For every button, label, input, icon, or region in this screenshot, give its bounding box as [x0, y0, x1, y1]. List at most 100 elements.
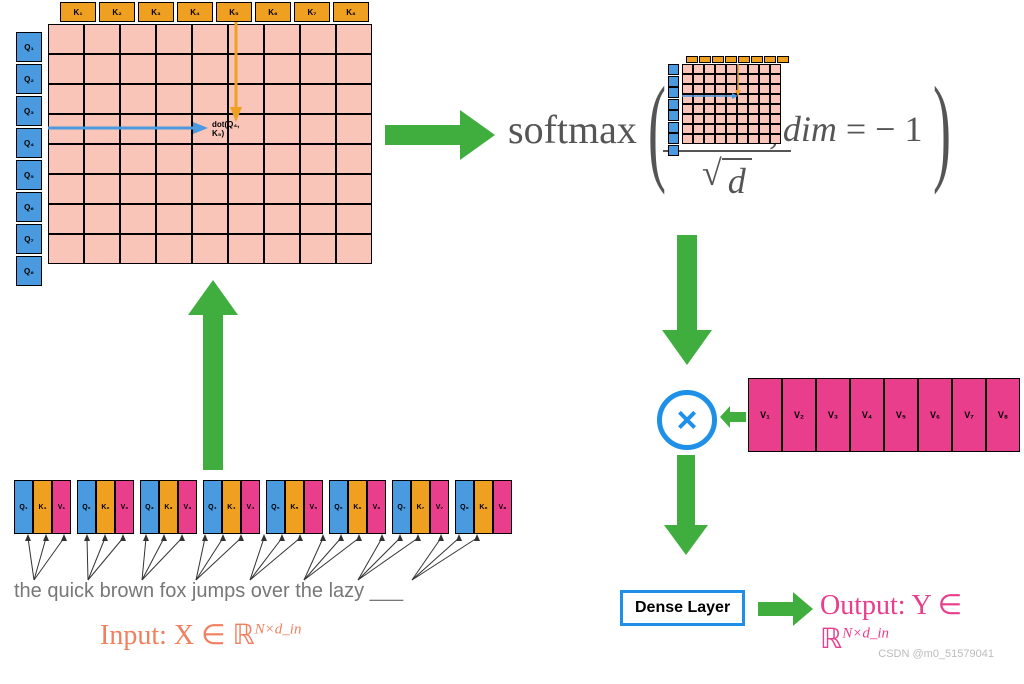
- q-side-cell: Q₁: [16, 32, 42, 62]
- grid-cell: [336, 24, 372, 54]
- v-cell: V₅: [884, 378, 918, 452]
- q-side-cell: Q₇: [16, 224, 42, 254]
- qkv-token: Q₅K₅V₅: [266, 480, 323, 534]
- output-label: Output: Y ∈ ℝN×d_in: [820, 588, 1024, 656]
- input-sentence: the quick brown fox jumps over the lazy …: [14, 580, 403, 603]
- v-cell: V₄: [850, 378, 884, 452]
- grid-cell: [48, 144, 84, 174]
- grid-cell: [192, 54, 228, 84]
- grid-cell: [300, 84, 336, 114]
- k-slice: K₁: [33, 480, 52, 534]
- grid-cell: [264, 84, 300, 114]
- arrow-softmax-down: [662, 235, 712, 365]
- k-header-cell: K₈: [333, 2, 369, 22]
- q-side-cell: Q₂: [16, 64, 42, 94]
- q-slice: Q₆: [329, 480, 348, 534]
- grid-cell: [300, 54, 336, 84]
- q-slice: Q₅: [266, 480, 285, 534]
- grid-cell: [48, 54, 84, 84]
- qkv-token: Q₃K₃V₃: [140, 480, 197, 534]
- grid-cell: [336, 204, 372, 234]
- v-slice: V₁: [52, 480, 71, 534]
- dense-label: Dense Layer: [635, 599, 730, 616]
- grid-cell: [264, 204, 300, 234]
- grid-cell: [336, 174, 372, 204]
- grid-cell: [192, 204, 228, 234]
- grid-cell: [84, 24, 120, 54]
- v-cell: V₈: [986, 378, 1020, 452]
- grid-cell: [336, 54, 372, 84]
- k-header-row: K₁K₂K₃K₄K₅K₆K₇K₈: [60, 2, 369, 22]
- word-to-token-arrows: [14, 534, 484, 584]
- grid-cell: [120, 174, 156, 204]
- q-slice: Q₇: [392, 480, 411, 534]
- k-slice: K₅: [285, 480, 304, 534]
- grid-cell: [192, 174, 228, 204]
- grid-cell: [336, 84, 372, 114]
- grid-cell: [84, 144, 120, 174]
- grid-cell: [300, 114, 336, 144]
- grid-cell: [228, 234, 264, 264]
- v-slice: V₃: [178, 480, 197, 534]
- q-slice: Q₂: [77, 480, 96, 534]
- grid-cell: [264, 144, 300, 174]
- grid-cell: [300, 144, 336, 174]
- grid-cell: [84, 84, 120, 114]
- v-slice: V₇: [430, 480, 449, 534]
- multiply-icon: ×: [676, 399, 697, 441]
- qkv-token: Q₂K₂V₂: [77, 480, 134, 534]
- grid-cell: [192, 24, 228, 54]
- grid-cell: [120, 54, 156, 84]
- q-side-cell: Q₄: [16, 128, 42, 158]
- grid-cell: [264, 114, 300, 144]
- grid-cell: [228, 144, 264, 174]
- input-label: Input: X ∈ ℝN×d_in: [100, 618, 301, 652]
- grid-cell: [48, 204, 84, 234]
- arrow-mult-down: [664, 455, 708, 555]
- grid-cell: [264, 234, 300, 264]
- q-side-col: Q₁Q₂Q₃Q₄Q₅Q₆Q₇Q₈: [16, 32, 42, 286]
- grid-cell: [156, 174, 192, 204]
- grid-cell: [84, 234, 120, 264]
- k-slice: K₈: [474, 480, 493, 534]
- multiply-circle: ×: [657, 390, 717, 450]
- grid-cell: [156, 54, 192, 84]
- v-slice: V₅: [304, 480, 323, 534]
- dim-arg: dim = − 1: [783, 108, 923, 150]
- dot-line1: dot(Q₄,: [212, 120, 239, 129]
- k-header-cell: K₁: [60, 2, 96, 22]
- v-cell: V₇: [952, 378, 986, 452]
- grid-cell: [156, 204, 192, 234]
- sqrt-d: √ d: [702, 152, 752, 202]
- softmax-formula: softmax ( √ d , dim = − 1 ): [508, 56, 962, 202]
- grid-cell: [300, 174, 336, 204]
- v-cell: V₆: [918, 378, 952, 452]
- grid-cell: [228, 204, 264, 234]
- v-cell: V₂: [782, 378, 816, 452]
- grid-cell: [156, 84, 192, 114]
- grid-cell: [336, 234, 372, 264]
- softmax-fn: softmax: [508, 106, 637, 153]
- qkv-token: Q₁K₁V₁: [14, 480, 71, 534]
- q-slice: Q₁: [14, 480, 33, 534]
- k-header-cell: K₅: [216, 2, 252, 22]
- grid-cell: [48, 24, 84, 54]
- grid-cell: [120, 234, 156, 264]
- lparen-icon: (: [648, 69, 666, 189]
- grid-cell: [84, 54, 120, 84]
- qkv-token: Q₇K₇V₇: [392, 480, 449, 534]
- attention-grid: [48, 24, 372, 264]
- v-slice: V₈: [493, 480, 512, 534]
- grid-cell: [84, 174, 120, 204]
- arrow-to-output: [758, 592, 813, 626]
- q-side-cell: Q₈: [16, 256, 42, 286]
- qkv-token: Q₄K₄V₄: [203, 480, 260, 534]
- k-slice: K₆: [348, 480, 367, 534]
- rparen-icon: ): [933, 69, 951, 189]
- grid-cell: [264, 24, 300, 54]
- k-slice: K₂: [96, 480, 115, 534]
- grid-cell: [336, 114, 372, 144]
- grid-cell: [300, 24, 336, 54]
- grid-cell: [228, 174, 264, 204]
- grid-cell: [156, 144, 192, 174]
